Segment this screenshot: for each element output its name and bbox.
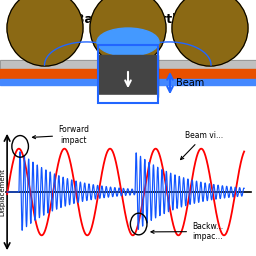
Bar [0,60,256,70]
Bar [0,69,256,79]
Bar [98,67,158,79]
Circle shape [7,0,83,66]
Bar [0,79,256,85]
Text: Backw...
impac...: Backw... impac... [151,222,223,241]
Circle shape [172,0,248,66]
Text: Beam vi...: Beam vi... [180,131,223,159]
Text: ««««: «««« [195,13,235,28]
Bar [0,60,256,70]
Text: Forward
impact: Forward impact [33,125,89,145]
Circle shape [90,0,166,66]
Text: Back and Forth: Back and Forth [75,13,181,26]
Bar [98,45,158,103]
Ellipse shape [97,28,159,56]
Bar [98,95,158,103]
Text: Beam: Beam [176,78,204,88]
Text: »»»»: »»»» [27,13,67,28]
Text: Displacement: Displacement [0,168,5,216]
Bar [98,55,158,97]
